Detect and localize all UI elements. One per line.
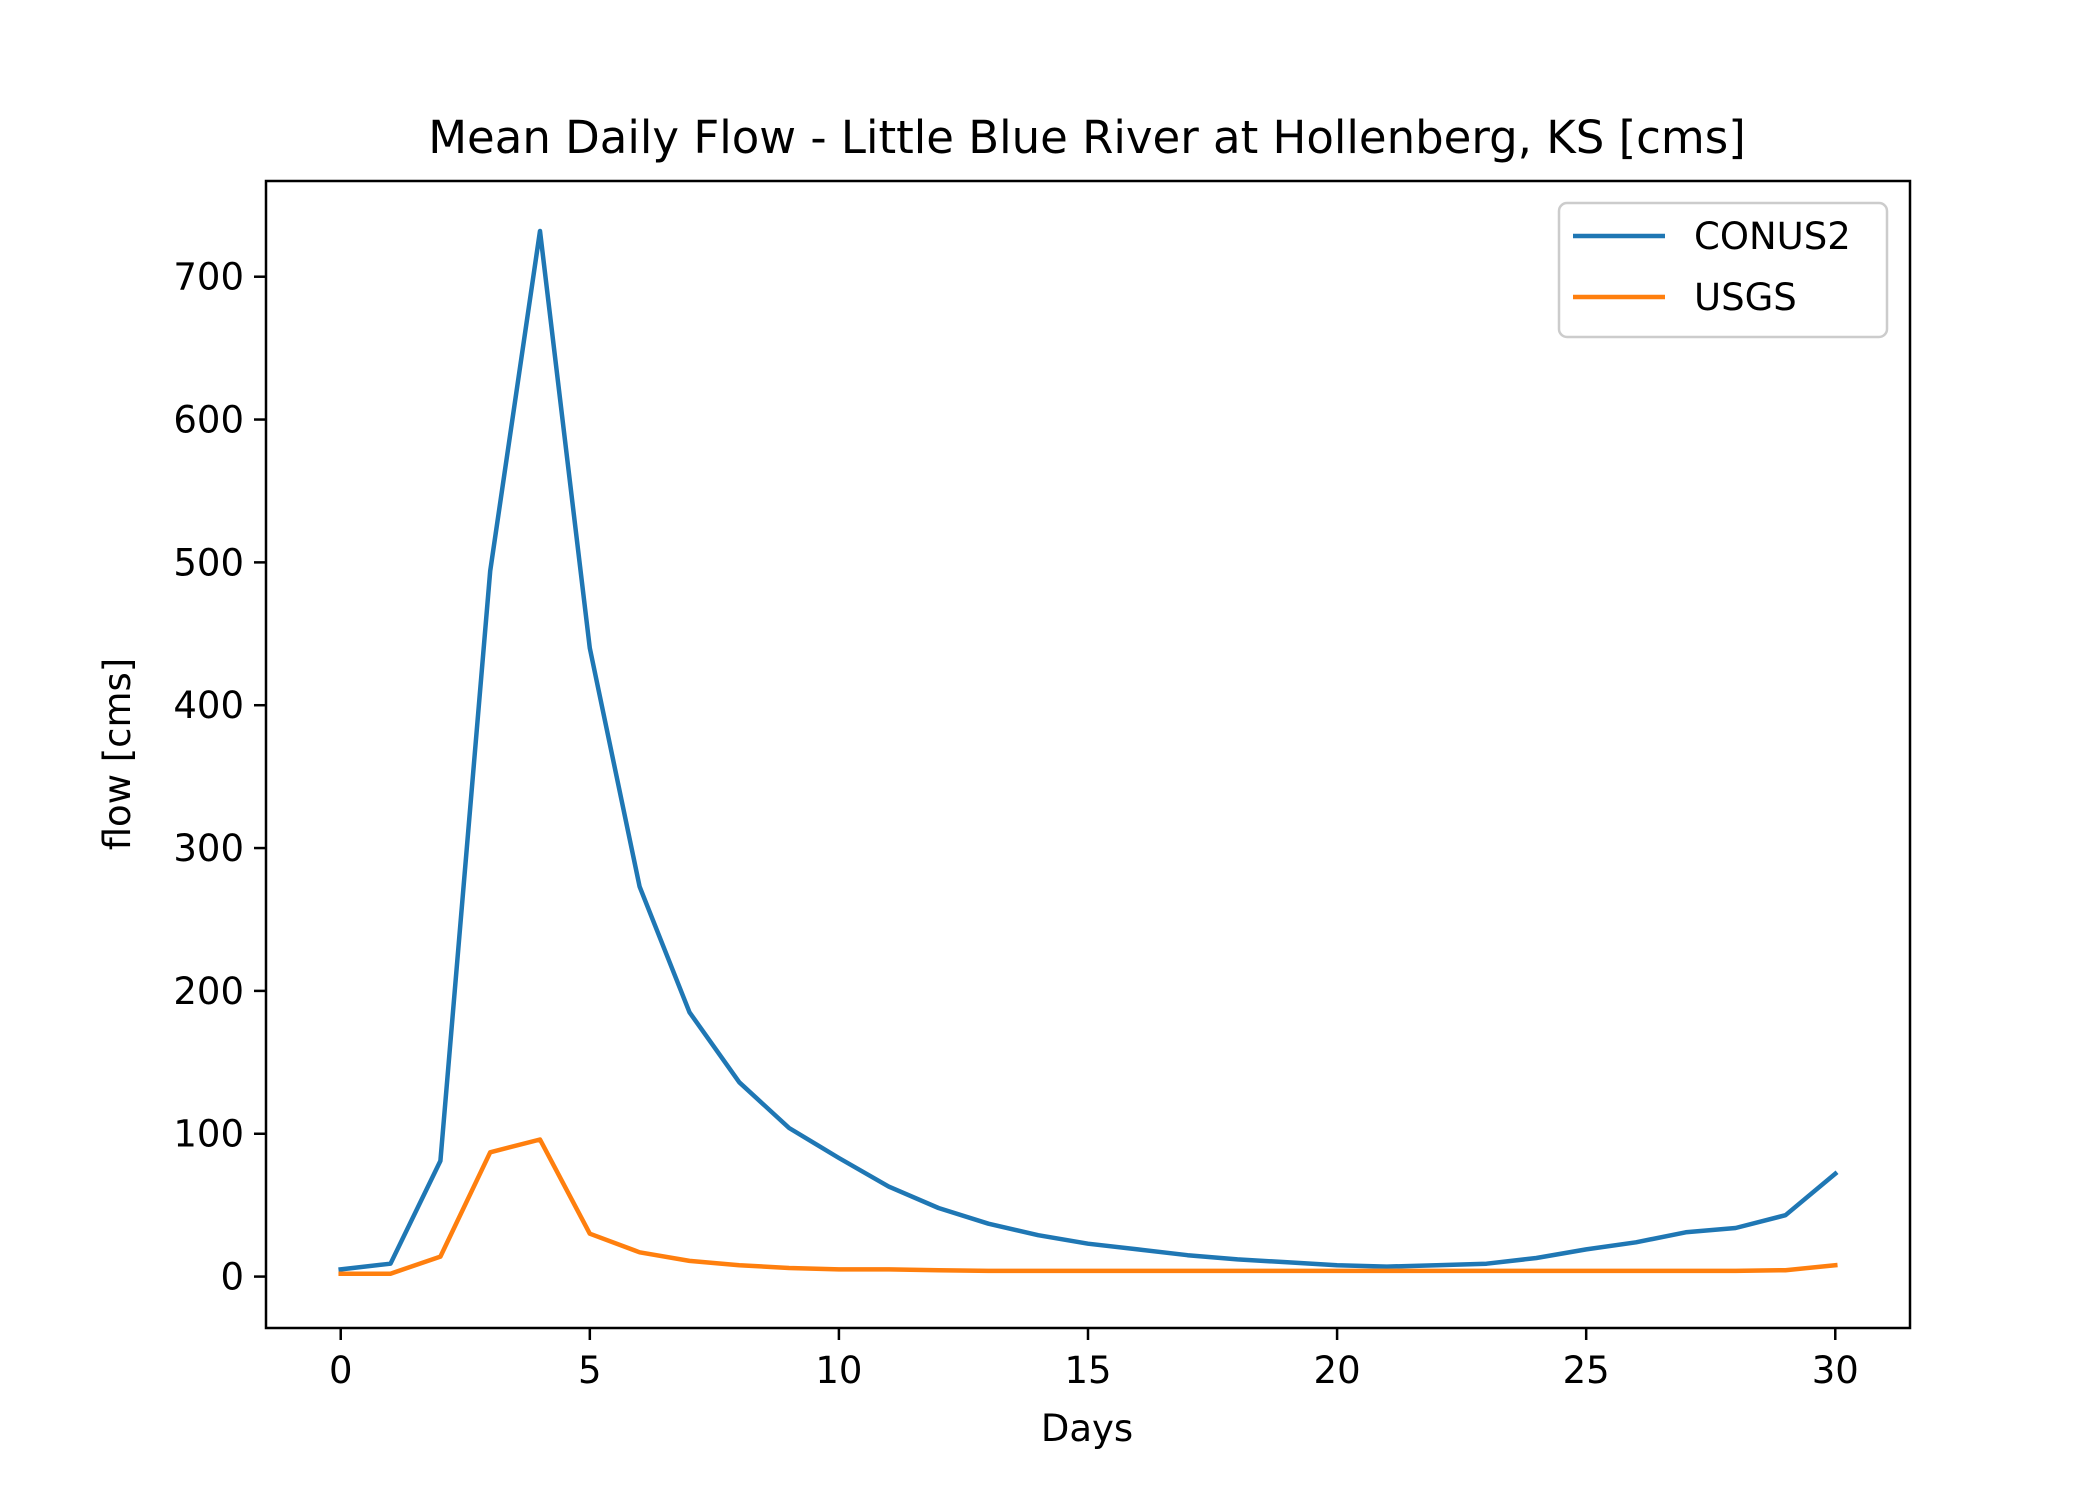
y-tick-label: 300 xyxy=(173,827,244,870)
x-tick-label: 15 xyxy=(1064,1349,1111,1392)
chart-title: Mean Daily Flow - Little Blue River at H… xyxy=(428,111,1746,164)
y-tick-label: 500 xyxy=(173,541,244,584)
x-tick-label: 0 xyxy=(329,1349,353,1392)
legend-label-usgs: USGS xyxy=(1694,276,1797,319)
plot-content xyxy=(338,228,1839,1276)
y-tick-label: 700 xyxy=(173,256,244,299)
y-tick-label: 400 xyxy=(173,684,244,727)
y-tick-label: 600 xyxy=(173,399,244,442)
x-tick-label: 30 xyxy=(1812,1349,1859,1392)
y-axis-label: flow [cms] xyxy=(96,658,139,851)
x-axis-ticks: 0 5 10 15 20 25 30 xyxy=(329,1328,1859,1392)
x-tick-label: 5 xyxy=(578,1349,602,1392)
x-tick-label: 10 xyxy=(815,1349,862,1392)
x-axis-label: Days xyxy=(1041,1407,1133,1450)
y-tick-label: 0 xyxy=(220,1256,244,1299)
legend: CONUS2 USGS xyxy=(1557,201,1889,339)
series-line-usgs xyxy=(338,1137,1838,1276)
y-tick-label: 100 xyxy=(173,1113,244,1156)
x-tick-label: 20 xyxy=(1314,1349,1361,1392)
series-line-conus2 xyxy=(338,228,1839,1272)
y-tick-label: 200 xyxy=(173,970,244,1013)
legend-label-conus2: CONUS2 xyxy=(1694,215,1851,258)
x-tick-label: 25 xyxy=(1563,1349,1610,1392)
y-axis-ticks: 0 100 200 300 400 500 600 700 xyxy=(173,256,266,1299)
